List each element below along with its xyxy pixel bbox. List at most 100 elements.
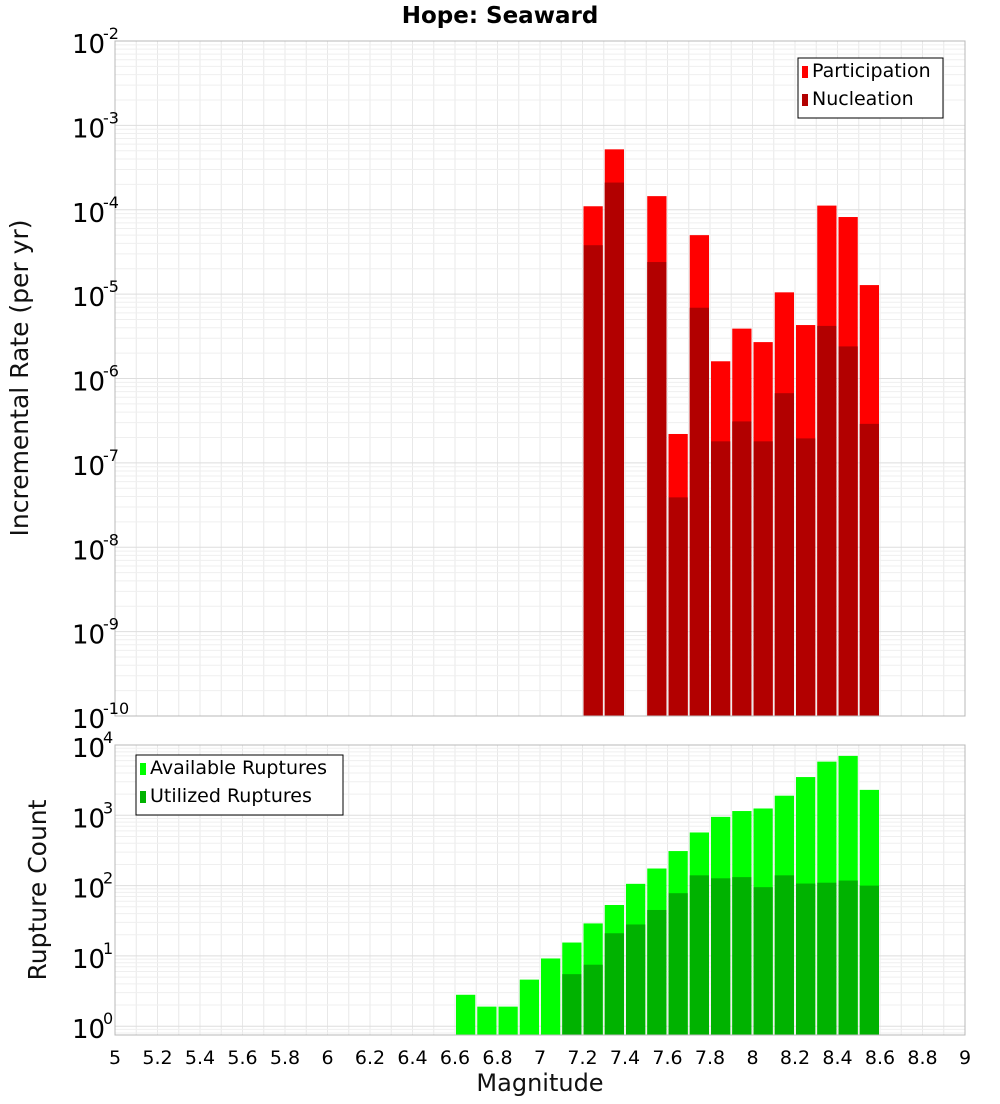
bar-nucleation (583, 245, 603, 717)
y-tick-label: 10 (72, 621, 105, 651)
bar-utilized-ruptures (604, 933, 624, 1035)
y-tick-label: 10 (72, 114, 105, 144)
x-tick-label: 8.6 (865, 1047, 895, 1069)
x-tick-label: 7.4 (610, 1047, 640, 1069)
x-tick-label: 8.4 (822, 1047, 852, 1069)
bar-utilized-ruptures (626, 924, 646, 1035)
legend-box (135, 754, 344, 816)
count-plot-frame (114, 744, 966, 1036)
bar-utilized-ruptures (753, 887, 773, 1035)
bar-utilized-ruptures (838, 880, 858, 1035)
x-tick-label: 7.2 (567, 1047, 597, 1069)
count-y-axis-label: Rupture Count (23, 799, 52, 980)
y-tick-label: 10 (72, 536, 105, 566)
x-tick-label: 5.2 (142, 1047, 172, 1069)
x-tick-label: 5.6 (227, 1047, 257, 1069)
rate-legend: Participation Nucleation (797, 57, 944, 119)
y-tick-label: 10 (72, 734, 105, 764)
bar-available-ruptures (456, 994, 476, 1035)
y-tick-exponent: 4 (103, 728, 113, 747)
x-tick-label: 9 (959, 1047, 971, 1069)
bar-nucleation (774, 393, 794, 716)
bar-utilized-ruptures (817, 882, 837, 1035)
y-tick-label: 10 (72, 30, 105, 60)
legend-swatch (140, 763, 146, 775)
bar-utilized-ruptures (689, 875, 709, 1035)
bar-available-ruptures (541, 958, 561, 1035)
rate-y-axis-label: Incremental Rate (per yr) (5, 220, 34, 537)
bar-nucleation (732, 421, 752, 716)
x-tick-label: 5.4 (185, 1047, 215, 1069)
legend-box (797, 57, 944, 119)
bar-nucleation (647, 262, 667, 716)
legend-swatch (140, 791, 146, 803)
legend-label: Participation (812, 60, 931, 82)
bar-utilized-ruptures (711, 878, 731, 1035)
x-tick-label: 8.8 (907, 1047, 937, 1069)
y-tick-label: 10 (72, 875, 105, 905)
y-tick-label: 10 (72, 945, 105, 975)
y-tick-label: 10 (72, 452, 105, 482)
rate-plot-frame (114, 40, 966, 717)
legend-swatch (802, 94, 808, 106)
x-tick-label: 6.4 (397, 1047, 427, 1069)
y-tick-exponent: -8 (103, 530, 119, 549)
x-tick-label: 6.6 (440, 1047, 470, 1069)
legend-label: Utilized Ruptures (150, 785, 312, 807)
count-plot-bars (456, 755, 879, 1035)
y-tick-label: 10 (72, 1015, 105, 1045)
y-tick-exponent: -3 (103, 108, 119, 127)
x-tick-label: 7.6 (652, 1047, 682, 1069)
bar-nucleation (817, 325, 837, 716)
count-plot-x-ticks: 5 5.2 5.4 5.6 5.8 6 6.2 6.4 6.6 6.8 7 7.2 7.4 7.6 7.8 8… (109, 1047, 971, 1069)
y-tick-exponent: -6 (103, 362, 119, 381)
bar-utilized-ruptures (859, 885, 879, 1035)
bar-utilized-ruptures (668, 893, 688, 1035)
x-tick-label: 5 (109, 1047, 121, 1069)
legend-label: Nucleation (812, 88, 914, 110)
x-axis-label: Magnitude (476, 1069, 603, 1097)
y-tick-exponent: 2 (103, 869, 113, 888)
bar-nucleation (711, 441, 731, 716)
bar-nucleation (796, 438, 816, 716)
x-tick-label: 8.2 (780, 1047, 810, 1069)
y-tick-exponent: 3 (103, 798, 113, 817)
x-tick-label: 6.2 (355, 1047, 385, 1069)
y-tick-label: 10 (72, 705, 105, 735)
y-tick-exponent: 0 (103, 1009, 113, 1028)
x-tick-label: 8 (746, 1047, 758, 1069)
x-tick-label: 7.8 (695, 1047, 725, 1069)
y-tick-exponent: 1 (103, 939, 113, 958)
bar-utilized-ruptures (647, 909, 667, 1035)
x-tick-label: 7 (534, 1047, 546, 1069)
bar-nucleation (668, 497, 688, 716)
y-tick-label: 10 (72, 199, 105, 229)
rate-plot-grid (114, 41, 966, 717)
bar-utilized-ruptures (732, 877, 752, 1035)
bar-utilized-ruptures (774, 875, 794, 1035)
x-tick-label: 6.8 (482, 1047, 512, 1069)
bar-nucleation (838, 346, 858, 716)
y-tick-exponent: -9 (103, 615, 119, 634)
bar-utilized-ruptures (562, 974, 582, 1035)
y-tick-exponent: -2 (103, 24, 119, 43)
bar-available-ruptures (477, 1006, 497, 1035)
legend-swatch (802, 66, 808, 78)
y-tick-exponent: -7 (103, 446, 119, 465)
y-tick-exponent: -10 (103, 699, 129, 718)
legend-label: Available Ruptures (150, 757, 327, 779)
y-tick-label: 10 (72, 283, 105, 313)
bar-nucleation (689, 307, 709, 716)
x-tick-label: 6 (321, 1047, 333, 1069)
bar-available-ruptures (519, 979, 539, 1035)
bar-nucleation (859, 423, 879, 716)
bar-available-ruptures (498, 1006, 518, 1035)
y-tick-exponent: -5 (103, 277, 119, 296)
bar-utilized-ruptures (796, 883, 816, 1035)
